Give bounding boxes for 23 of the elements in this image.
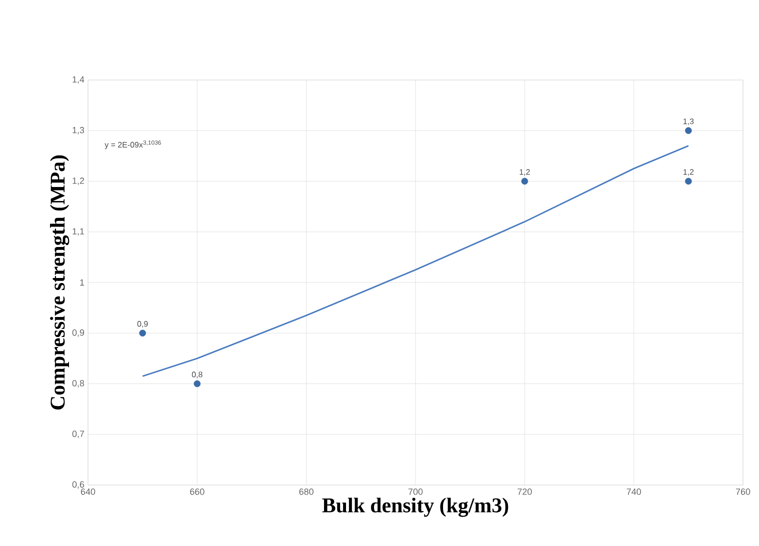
x-tick-label: 740 [626, 488, 641, 495]
y-tick-label: 1,3 [72, 126, 84, 134]
x-tick-label: 720 [518, 488, 532, 495]
y-axis-title: Compressive strength (MPa) [50, 155, 70, 410]
x-tick-label: 760 [736, 488, 750, 495]
x-tick-label: 640 [80, 488, 96, 495]
y-tick-label: 1,1 [72, 228, 84, 236]
y-tick-label: 0,8 [72, 380, 84, 388]
x-tick-label: 660 [190, 488, 204, 495]
y-tick-label: 0,7 [72, 430, 84, 438]
y-tick-label: 0,9 [72, 329, 84, 337]
y-tick-label: 0,6 [72, 481, 84, 489]
x-tick-label: 700 [408, 488, 423, 495]
point [194, 380, 201, 388]
y-tick-label: 1,2 [72, 178, 84, 185]
point [685, 127, 692, 134]
y-tick-label: 1 [80, 279, 84, 286]
x-axis-title: Bulk density (kg/m3) [322, 498, 508, 517]
point [139, 330, 146, 337]
x-tick-label: 680 [299, 488, 314, 495]
point [685, 178, 692, 185]
y-tick-label: 1,4 [72, 76, 84, 84]
point [521, 178, 528, 185]
